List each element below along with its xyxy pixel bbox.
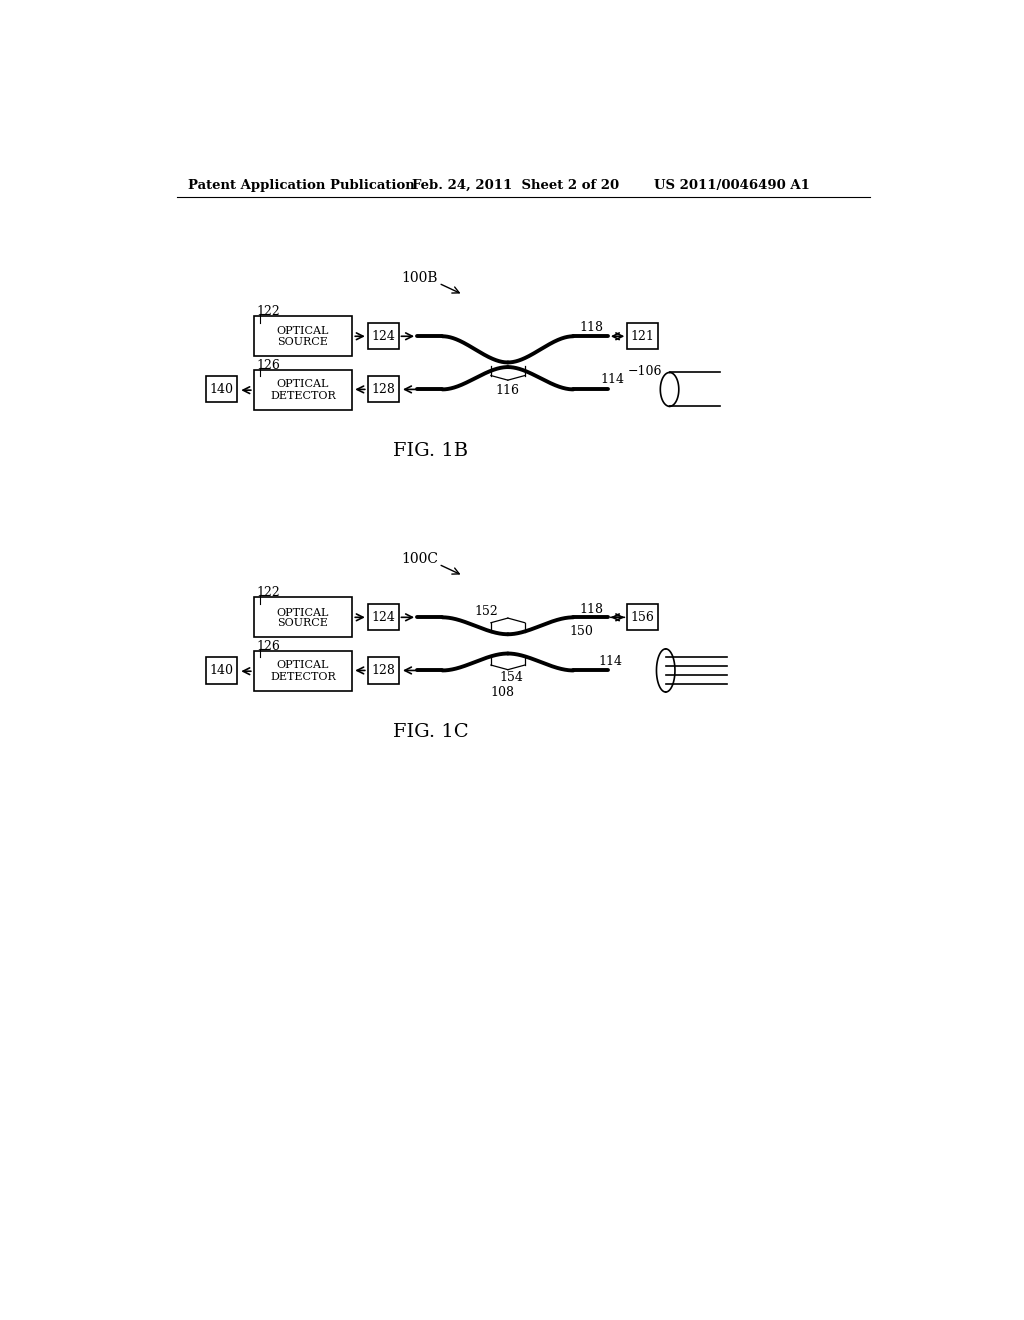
Text: 140: 140 (210, 664, 233, 677)
Text: DETECTOR: DETECTOR (270, 672, 336, 682)
Text: 122: 122 (256, 305, 280, 318)
FancyBboxPatch shape (254, 651, 352, 692)
FancyBboxPatch shape (254, 370, 352, 411)
Text: DETECTOR: DETECTOR (270, 391, 336, 401)
FancyBboxPatch shape (368, 376, 398, 403)
FancyBboxPatch shape (368, 323, 398, 350)
Text: 140: 140 (210, 383, 233, 396)
Text: FIG. 1C: FIG. 1C (393, 723, 469, 741)
Text: 114: 114 (598, 655, 622, 668)
Text: 118: 118 (580, 603, 603, 616)
FancyBboxPatch shape (368, 605, 398, 631)
Text: FIG. 1B: FIG. 1B (393, 442, 468, 459)
FancyBboxPatch shape (206, 657, 237, 684)
Text: OPTICAL: OPTICAL (276, 326, 330, 337)
FancyBboxPatch shape (254, 317, 352, 356)
Text: 100C: 100C (401, 552, 438, 566)
Text: 121: 121 (631, 330, 654, 343)
Text: −106: −106 (628, 366, 662, 379)
Text: OPTICAL: OPTICAL (276, 607, 330, 618)
FancyBboxPatch shape (628, 323, 658, 350)
Text: OPTICAL: OPTICAL (276, 379, 330, 389)
FancyBboxPatch shape (368, 657, 398, 684)
Text: 156: 156 (631, 611, 654, 624)
Text: 150: 150 (569, 624, 593, 638)
Text: 126: 126 (256, 640, 280, 653)
Text: 114: 114 (600, 372, 625, 385)
Text: 122: 122 (256, 586, 280, 599)
FancyBboxPatch shape (254, 598, 352, 638)
Text: 154: 154 (500, 671, 523, 684)
Text: 116: 116 (496, 384, 520, 397)
Text: 152: 152 (474, 606, 498, 619)
Text: 108: 108 (490, 685, 515, 698)
Text: US 2011/0046490 A1: US 2011/0046490 A1 (654, 178, 810, 191)
Text: 126: 126 (256, 359, 280, 372)
Text: OPTICAL: OPTICAL (276, 660, 330, 671)
Text: 100B: 100B (401, 271, 438, 285)
Text: 124: 124 (371, 330, 395, 343)
Text: 118: 118 (580, 321, 603, 334)
Text: 128: 128 (371, 383, 395, 396)
Text: 128: 128 (371, 664, 395, 677)
FancyBboxPatch shape (206, 376, 237, 403)
Text: Feb. 24, 2011  Sheet 2 of 20: Feb. 24, 2011 Sheet 2 of 20 (412, 178, 618, 191)
FancyBboxPatch shape (628, 605, 658, 631)
Text: SOURCE: SOURCE (278, 338, 329, 347)
Text: Patent Application Publication: Patent Application Publication (188, 178, 415, 191)
Text: SOURCE: SOURCE (278, 618, 329, 628)
Text: 124: 124 (371, 611, 395, 624)
